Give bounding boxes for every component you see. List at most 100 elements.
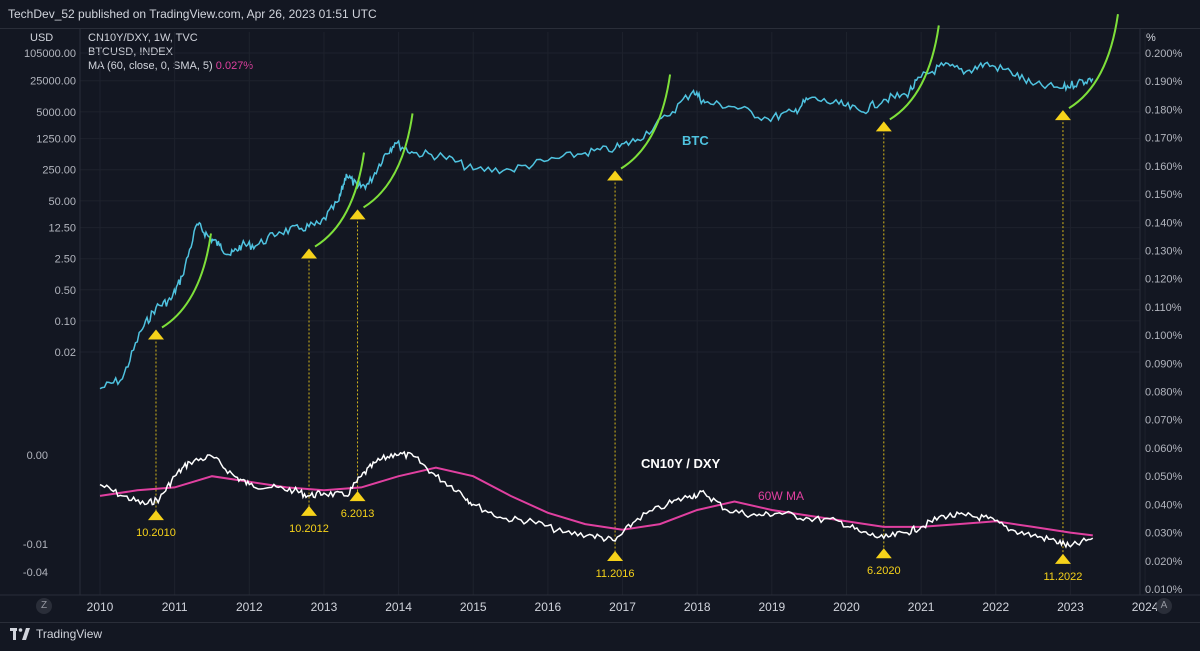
right-tick-label: 0.130% <box>1145 245 1183 257</box>
time-tick-label: 2019 <box>758 600 785 614</box>
projection-curve <box>161 233 212 329</box>
event-date-label: 10.2010 <box>136 527 176 539</box>
left-tick-label: 0.10 <box>55 316 76 328</box>
ratio-label: CN10Y / DXY <box>641 456 721 471</box>
zoom-button[interactable]: Z <box>36 598 52 614</box>
publisher-text: TechDev_52 published on TradingView.com,… <box>8 7 377 21</box>
event-date-label: 6.2013 <box>341 508 375 520</box>
ma-60w-line <box>99 466 1093 537</box>
time-tick-label: 2017 <box>609 600 636 614</box>
chart-series <box>99 61 1094 549</box>
projection-curve <box>620 74 672 170</box>
legend-ma-params: MA (60, close, 0, SMA, 5) <box>88 60 213 72</box>
time-tick-label: 2012 <box>236 600 263 614</box>
left-tick-label: 25000.00 <box>30 76 76 88</box>
right-tick-label: 0.030% <box>1145 528 1183 540</box>
event-arrow-top <box>1054 110 1071 121</box>
right-tick-label: 0.120% <box>1145 274 1183 286</box>
left-tick-label: 0.00 <box>27 450 48 462</box>
right-axis-unit: % <box>1146 32 1156 44</box>
event-markers: 10.2010 10.2012 6.2013 11.2016 6.2020 11.2022 <box>136 14 1119 583</box>
event-date-label: 6.2020 <box>867 565 901 577</box>
left-tick-label: 105000.00 <box>24 48 76 60</box>
projection-curve <box>363 113 414 209</box>
left-tick-label: 0.50 <box>55 285 76 297</box>
time-tick-label: 2024 <box>1132 600 1159 614</box>
time-tick-label: 2010 <box>87 600 114 614</box>
time-tick-label: 2015 <box>460 600 487 614</box>
right-tick-label: 0.170% <box>1145 133 1183 145</box>
right-tick-label: 0.070% <box>1145 415 1183 427</box>
event-arrow-top <box>349 209 366 220</box>
right-tick-label: 0.190% <box>1145 76 1183 88</box>
event-date-label: 11.2022 <box>1043 571 1082 583</box>
event-arrow-top <box>301 248 318 259</box>
time-tick-label: 2020 <box>833 600 860 614</box>
right-tick-label: 0.150% <box>1145 189 1183 201</box>
right-tick-label: 0.200% <box>1145 48 1183 60</box>
event-arrow-bottom <box>1054 553 1071 564</box>
legend-ma-indicator[interactable]: MA (60, close, 0, SMA, 5) 0.027% <box>88 59 253 73</box>
left-tick-label: 250.00 <box>42 165 76 177</box>
right-tick-label: 0.080% <box>1145 387 1183 399</box>
btc-label: BTC <box>682 133 709 148</box>
projection-curve <box>889 25 940 121</box>
right-tick-label: 0.060% <box>1145 443 1183 455</box>
time-tick-label: 2016 <box>535 600 562 614</box>
right-tick-label: 0.100% <box>1145 330 1183 342</box>
time-tick-label: 2022 <box>982 600 1009 614</box>
cn10y-dxy-line <box>99 450 1094 549</box>
right-tick-label: 0.010% <box>1145 584 1183 596</box>
left-tick-label: 12.50 <box>48 223 76 235</box>
left-axis-unit: USD <box>30 32 54 44</box>
event-date-label: 10.2012 <box>289 523 329 535</box>
time-tick-label: 2014 <box>385 600 412 614</box>
event-arrow-bottom <box>607 551 624 562</box>
footer-bar <box>0 622 1200 651</box>
right-tick-label: 0.140% <box>1145 217 1183 229</box>
time-tick-label: 2018 <box>684 600 711 614</box>
left-tick-label: 2.50 <box>55 254 76 266</box>
event-guides <box>155 114 1064 558</box>
time-tick-label: 2011 <box>162 600 188 614</box>
left-tick-label: 5000.00 <box>36 107 76 119</box>
event-arrow-top <box>607 170 624 181</box>
tradingview-logo-icon <box>10 628 30 640</box>
event-date-label: 11.2016 <box>596 568 635 580</box>
tradingview-brand: TradingView <box>36 627 103 641</box>
event-arrow-bottom <box>875 548 892 559</box>
projection-curve <box>314 152 366 248</box>
left-tick-label: 0.02 <box>55 347 76 359</box>
legend-ratio-symbol[interactable]: CN10Y/DXY, 1W, TVC <box>88 32 198 44</box>
legend-btc-symbol[interactable]: BTCUSD, INDEX <box>88 46 173 58</box>
ma-label: 60W MA <box>758 489 804 503</box>
projection-curve <box>1068 14 1119 110</box>
right-tick-label: 0.180% <box>1145 104 1183 116</box>
left-tick-label: -0.04 <box>23 567 48 579</box>
right-tick-label: 0.020% <box>1145 556 1183 568</box>
event-arrow-top <box>147 329 164 340</box>
event-arrow-bottom <box>301 505 318 516</box>
auto-scale-button[interactable]: A <box>1156 598 1172 614</box>
chart-grid <box>0 28 1200 596</box>
tradingview-logo[interactable]: TradingView <box>10 627 102 641</box>
left-tick-label: 1250.00 <box>36 134 76 146</box>
time-tick-label: 2021 <box>908 600 935 614</box>
time-tick-label: 2023 <box>1057 600 1084 614</box>
series-labels: BTC CN10Y / DXY 60W MA <box>641 133 804 503</box>
event-arrow-bottom <box>349 491 366 502</box>
publisher-bar: TechDev_52 published on TradingView.com,… <box>0 0 1200 29</box>
event-arrow-bottom <box>147 510 164 521</box>
chart-legend: CN10Y/DXY, 1W, TVC BTCUSD, INDEX MA (60,… <box>88 31 253 73</box>
left-tick-label: 50.00 <box>48 196 76 208</box>
event-arrow-top <box>875 121 892 132</box>
left-tick-label: -0.01 <box>23 539 48 551</box>
right-axis-ticks: 0.200% 0.190% 0.180% 0.170% 0.160% 0.150% 0.14… <box>1145 48 1183 596</box>
right-tick-label: 0.090% <box>1145 358 1183 370</box>
right-tick-label: 0.160% <box>1145 161 1183 173</box>
time-tick-label: 2013 <box>311 600 338 614</box>
btc-price-line <box>99 61 1094 390</box>
right-tick-label: 0.110% <box>1145 302 1182 314</box>
right-tick-label: 0.050% <box>1145 471 1183 483</box>
